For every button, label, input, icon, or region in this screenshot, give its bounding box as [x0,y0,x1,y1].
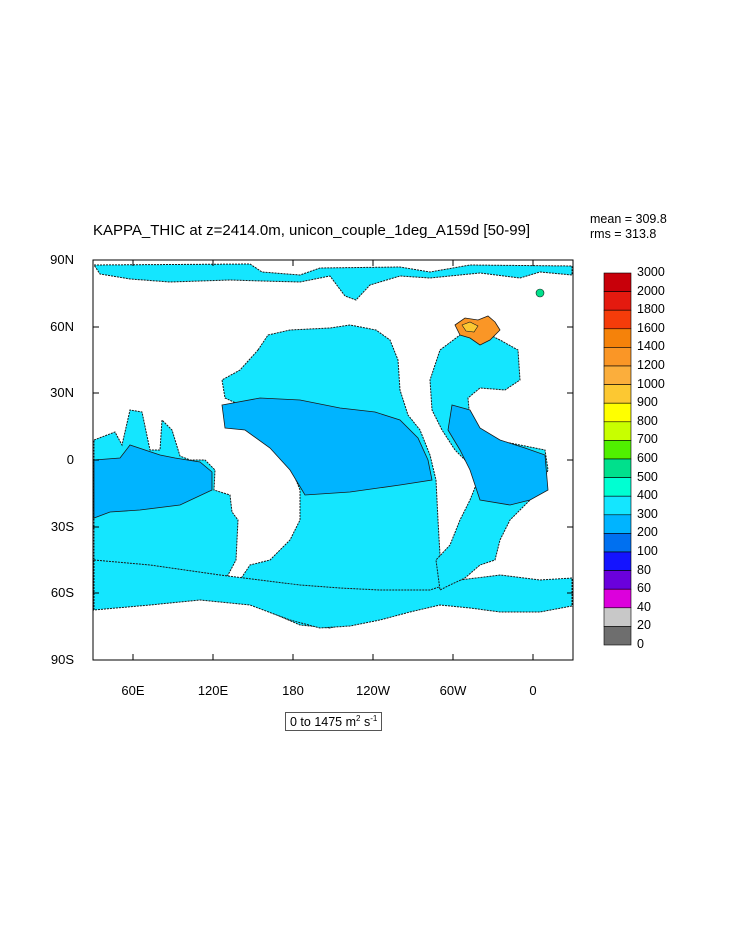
southern-ocean [93,559,573,629]
colorbar-swatch-13 [603,514,632,534]
colorbar-level-label-6: 1000 [637,376,665,391]
colorbar-swatch-8 [603,421,632,441]
y-label-90n: 90N [50,252,74,267]
y-label-30s: 30S [50,519,74,534]
range-mid: s [360,715,371,730]
colorbar-swatch-0 [603,272,632,292]
x-label-120e: 120E [197,683,229,698]
colorbar-level-label-14: 200 [637,525,658,540]
indian-ocean-equatorial [93,444,213,519]
colorbar-level-label-2: 1800 [637,302,665,317]
colorbar-level-label-16: 80 [637,562,651,577]
colorbar-level-label-1: 2000 [637,283,665,298]
colorbar-level-label-11: 500 [637,469,658,484]
mean-value: mean = 309.8 [590,212,667,226]
range-main: 0 to 1475 m [290,715,357,730]
x-label-60w: 60W [439,683,467,698]
colorbar-swatch-15 [603,551,632,571]
colorbar-level-label-0: 3000 [637,265,665,279]
colorbar-swatch-6 [603,384,632,404]
arctic-ocean [93,263,573,301]
range-label-box: 0 to 1475 m2 s-1 [285,712,383,732]
colorbar-level-label-20: 0 [637,637,644,651]
colorbar-swatch-4 [603,347,632,367]
greenland-high-core [461,321,479,333]
colorbar-level-label-7: 900 [637,395,658,410]
colorbar-level-label-4: 1400 [637,339,665,354]
colorbar-swatch-7 [603,402,632,423]
x-label-0: 0 [529,683,537,698]
y-label-60n: 60N [50,319,74,334]
colorbar-level-label-13: 300 [637,506,658,521]
x-label-60e: 60E [121,683,145,698]
plot-title: KAPPA_THIC at z=2414.0m, unicon_couple_1… [93,222,531,239]
x-label-120w: 120W [356,683,390,698]
colorbar-swatch-16 [603,570,632,590]
rms-value: rms = 313.8 [590,227,657,241]
colorbar-swatch-2 [603,309,632,330]
colorbar-swatch-17 [603,588,632,609]
colorbar-swatch-9 [603,440,632,460]
y-label-0: 0 [66,452,74,467]
colorbar-swatch-10 [603,458,632,478]
colorbar-swatch-14 [603,533,632,553]
y-ticks [93,259,573,661]
atlantic-equatorial-band [447,404,549,506]
colorbar-level-label-3: 1600 [637,320,665,335]
arctic-green-blob [535,288,545,298]
colorbar-swatch-18 [603,607,632,627]
stats-block: mean = 309.8 rms = 313.8 [590,212,667,242]
colorbar [603,272,632,646]
y-label-60s: 60S [50,585,74,600]
colorbar-swatch-19 [603,626,632,646]
colorbar-level-label-5: 1200 [637,358,665,372]
colorbar-swatch-1 [603,291,632,311]
colorbar-level-label-12: 400 [637,488,658,503]
x-label-180: 180 [282,683,304,698]
colorbar-level-label-19: 20 [637,618,651,633]
y-label-90s: 90S [50,652,74,667]
range-sup-1: 2 [356,714,361,723]
colorbar-level-label-9: 700 [637,432,658,447]
colorbar-level-label-8: 800 [637,413,658,428]
colorbar-level-label-10: 600 [637,451,658,465]
colorbar-level-label-15: 100 [637,544,658,558]
x-ticks [132,260,534,660]
colorbar-swatch-5 [603,365,632,385]
range-sup-2: -1 [370,714,378,723]
colorbar-swatch-3 [603,328,632,348]
pacific-equatorial-band [221,397,433,496]
colorbar-level-label-17: 60 [637,581,651,596]
y-label-30n: 30N [50,385,74,400]
colorbar-swatch-12 [603,495,632,516]
colorbar-level-label-18: 40 [637,599,651,614]
colorbar-swatch-11 [603,477,632,497]
